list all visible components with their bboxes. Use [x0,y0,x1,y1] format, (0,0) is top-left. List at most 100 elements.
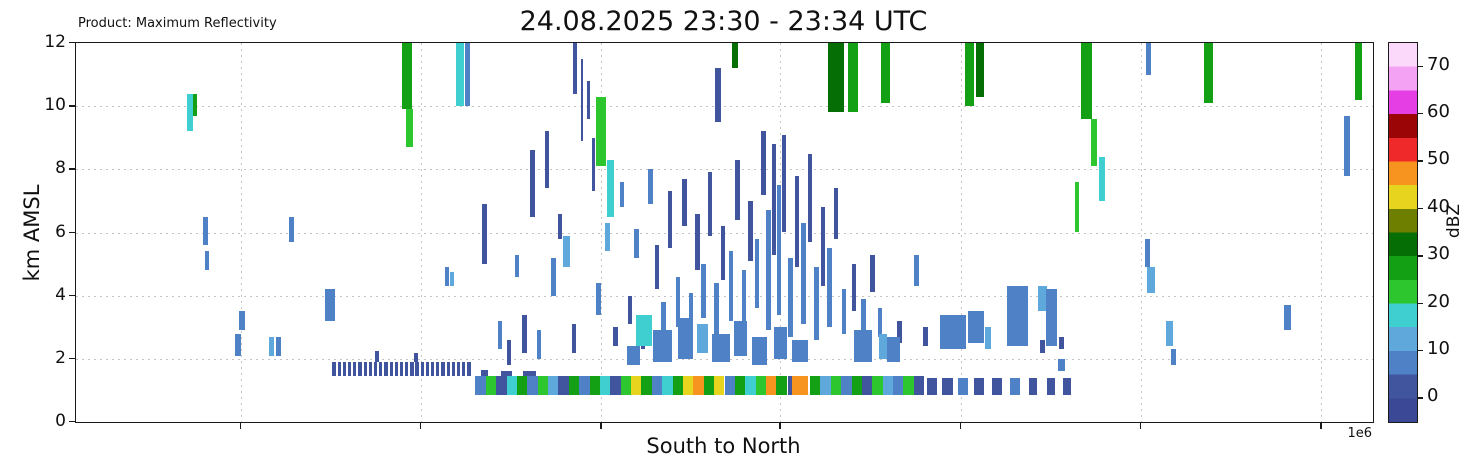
echo-bar [654,245,660,290]
echo-bar [976,43,984,97]
echo-bar [648,169,653,205]
echo-bar [1146,43,1152,75]
x-tick-mark [239,423,242,429]
echo-bar [1170,349,1176,366]
echo-bar [652,330,672,362]
echo-bar [537,376,549,396]
echo-bar [607,159,614,217]
echo-bar [420,361,424,377]
echo-bar [1099,156,1105,201]
y-tick-label: 12 [44,32,66,52]
echo-bar [1166,320,1173,347]
echo-bar [776,185,782,315]
echo-bar [544,131,550,189]
echo-bar [711,333,730,362]
echo-bar [441,361,445,377]
colorbar-tick-mark [1417,160,1423,162]
echo-bar [861,298,866,340]
echo-bar [1046,289,1057,347]
echo-bar [1058,358,1065,372]
echo-bar [456,361,461,377]
echo-bar [926,377,938,396]
gridline [76,106,1373,108]
echo-bar [596,96,607,167]
gridline [960,43,962,422]
colorbar [1388,42,1418,423]
echo-bar [373,361,378,377]
echo-bar [456,43,464,107]
gridline [1321,43,1323,422]
echo-bar [1355,43,1362,100]
colorbar-tick-label: 70 [1427,53,1450,75]
gridline [240,43,242,422]
echo-bar [677,317,694,359]
echo-bar [754,238,760,309]
echo-bar [592,137,595,192]
echo-bar [675,276,681,328]
echo-bar [605,223,611,252]
echo-bar [682,178,687,227]
echo-bar [634,229,639,258]
colorbar-tick-mark [1417,113,1423,115]
x-tick-mark [779,423,781,429]
echo-bar [636,314,652,347]
echo-bar [401,43,412,110]
echo-bar [465,43,471,107]
colorbar-tick-mark [1417,397,1423,399]
echo-bar [337,361,341,377]
colorbar-tick-mark [1417,65,1423,68]
echo-bar [1075,181,1080,233]
echo-bar [496,376,507,396]
echo-bar [965,43,975,107]
echo-bar [878,333,887,359]
echo-bar [820,376,831,396]
x-tick-mark [959,423,961,429]
echo-bar [741,270,747,344]
echo-bar [923,327,928,347]
echo-bar [610,376,621,396]
colorbar-tick-label: 50 [1427,148,1450,170]
echo-bar [1047,377,1056,396]
echo-bar [523,371,537,377]
echo-bar [631,376,642,396]
colorbar-tick-mark [1417,349,1423,352]
echo-bar [589,376,600,396]
echo-bar [641,376,652,396]
echo-bar [714,376,725,396]
colorbar-tick-mark [1417,207,1423,210]
gridline [76,295,1373,297]
echo-bar [942,377,953,396]
echo-bar [728,251,734,321]
echo-bar [413,352,418,362]
echo-bar [1009,377,1021,396]
echo-bar [527,376,538,396]
echo-bar [841,289,847,334]
echo-bar [239,311,245,331]
echo-bar [557,213,563,239]
echo-bar [485,376,497,396]
y-tick-label: 4 [55,284,66,305]
colorbar-tick-label: 0 [1427,385,1439,407]
echo-bar [827,248,832,328]
echo-bar [697,324,708,353]
echo-bar [694,213,700,271]
echo-bar [506,339,512,366]
echo-bar [269,336,275,356]
echo-bar [405,361,409,377]
gridline [421,43,422,422]
echo-bar [791,339,808,362]
echo-bar [431,361,435,377]
chart-title: 24.08.2025 23:30 - 23:34 UTC [519,6,928,37]
echo-bar [701,264,706,318]
echo-bar [880,43,890,103]
echo-bar [807,153,813,242]
y-tick-label: 8 [55,158,66,179]
echo-bar [1090,118,1098,167]
echo-bar [571,324,577,353]
echo-bar [833,188,839,239]
echo-bar [579,376,590,396]
echo-bar [501,371,512,377]
colorbar-tick-label: 60 [1427,101,1450,123]
y-tick-mark [69,421,75,423]
